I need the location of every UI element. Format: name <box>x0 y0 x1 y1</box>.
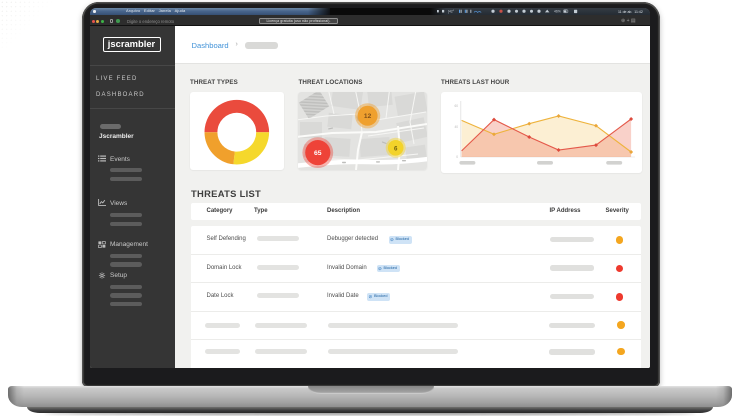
svg-text:60: 60 <box>454 104 458 108</box>
svg-text:46%: 46% <box>554 10 561 14</box>
svg-text:40: 40 <box>454 125 458 129</box>
svg-text:6: 6 <box>394 145 398 152</box>
svg-text:0: 0 <box>456 155 458 159</box>
svg-text:65: 65 <box>314 150 322 157</box>
svg-text:11 de ab. 11:42: 11 de ab. 11:42 <box>618 10 643 14</box>
svg-text:12: 12 <box>364 113 372 120</box>
svg-text:[42°: [42° <box>448 10 455 14</box>
